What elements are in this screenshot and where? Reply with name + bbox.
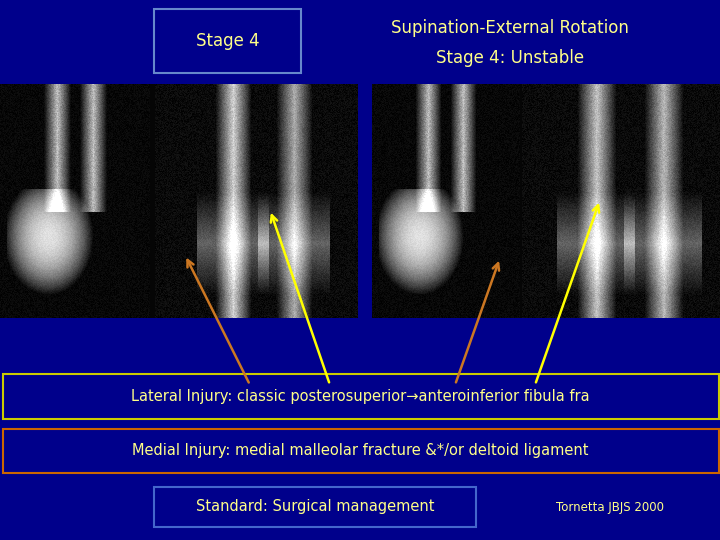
Text: Supination-External Rotation: Supination-External Rotation	[391, 19, 629, 37]
Text: Tornetta JBJS 2000: Tornetta JBJS 2000	[556, 501, 664, 514]
Bar	[0, 84, 720, 318]
Text: Standard: Surgical management: Standard: Surgical management	[196, 500, 434, 515]
Text: Lateral Injury: classic posterosuperior→anteroinferior fibula fra: Lateral Injury: classic posterosuperior→…	[131, 389, 589, 404]
FancyBboxPatch shape	[3, 429, 719, 473]
Text: Stage 4: Stage 4	[196, 32, 259, 50]
FancyBboxPatch shape	[154, 9, 301, 73]
Text: Medial Injury: medial malleolar fracture &*/or deltoid ligament: Medial Injury: medial malleolar fracture…	[132, 443, 588, 458]
FancyBboxPatch shape	[3, 374, 719, 419]
FancyBboxPatch shape	[154, 487, 476, 527]
Text: Stage 4: Unstable: Stage 4: Unstable	[436, 49, 584, 67]
Bar	[358, 84, 372, 318]
